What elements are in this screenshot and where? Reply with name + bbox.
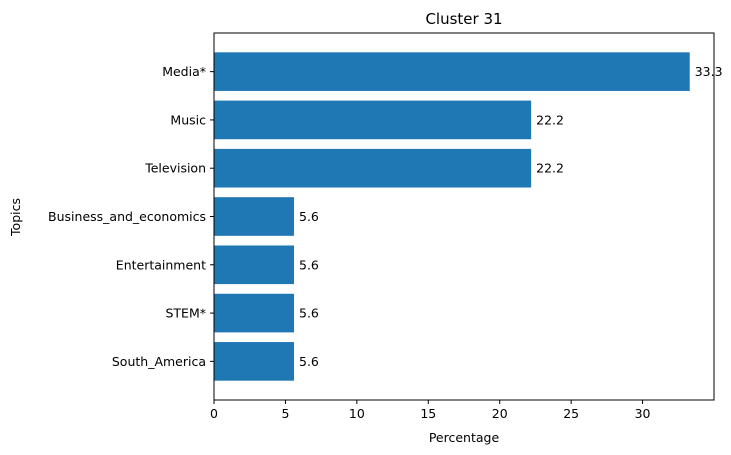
plot-frame	[213, 32, 715, 401]
y-tick-label: Business_and_economics	[48, 209, 206, 224]
y-tick-label: Entertainment	[116, 257, 206, 272]
y-tick-label: Television	[144, 161, 206, 176]
bar-4	[214, 245, 294, 285]
y-tick-label: Music	[170, 112, 206, 127]
y-axis-label: Topics	[8, 198, 23, 237]
y-tick-label: South_America	[112, 354, 206, 369]
x-tick-label: 30	[635, 406, 651, 421]
x-tick-label: 15	[420, 406, 436, 421]
x-tick-label: 5	[281, 406, 289, 421]
chart-title: Cluster 31	[425, 10, 502, 28]
y-tick-label: Media*	[162, 64, 206, 79]
bar-3	[214, 197, 294, 236]
bar-value-label: 5.6	[299, 306, 319, 321]
x-axis-ticks: 0 5 10 15 20 25 30	[210, 400, 651, 421]
bar-2	[214, 148, 532, 188]
bar-value-label: 22.2	[536, 161, 564, 176]
bar-5	[214, 293, 294, 333]
x-tick-label: 0	[210, 406, 218, 421]
bar-0	[214, 52, 690, 91]
bar-6	[214, 342, 294, 381]
bar-value-label: 5.6	[299, 257, 319, 272]
x-tick-label: 20	[492, 406, 508, 421]
x-tick-label: 25	[563, 406, 579, 421]
bar-value-label: 22.2	[536, 112, 564, 127]
bar-1	[214, 100, 532, 140]
bar-value-label: 33.3	[695, 64, 723, 79]
bar-value-label: 5.6	[299, 209, 319, 224]
x-axis-label: Percentage	[429, 430, 500, 445]
bar-value-label: 5.6	[299, 354, 319, 369]
y-tick-label: STEM*	[165, 306, 206, 321]
bars-group	[214, 52, 690, 381]
y-axis-ticks: Media* Music Television Business_and_econom…	[48, 64, 214, 369]
value-labels-group: 33.3 22.2 22.2 5.6 5.6 5.6 5.6	[299, 64, 723, 369]
x-tick-label: 10	[349, 406, 365, 421]
